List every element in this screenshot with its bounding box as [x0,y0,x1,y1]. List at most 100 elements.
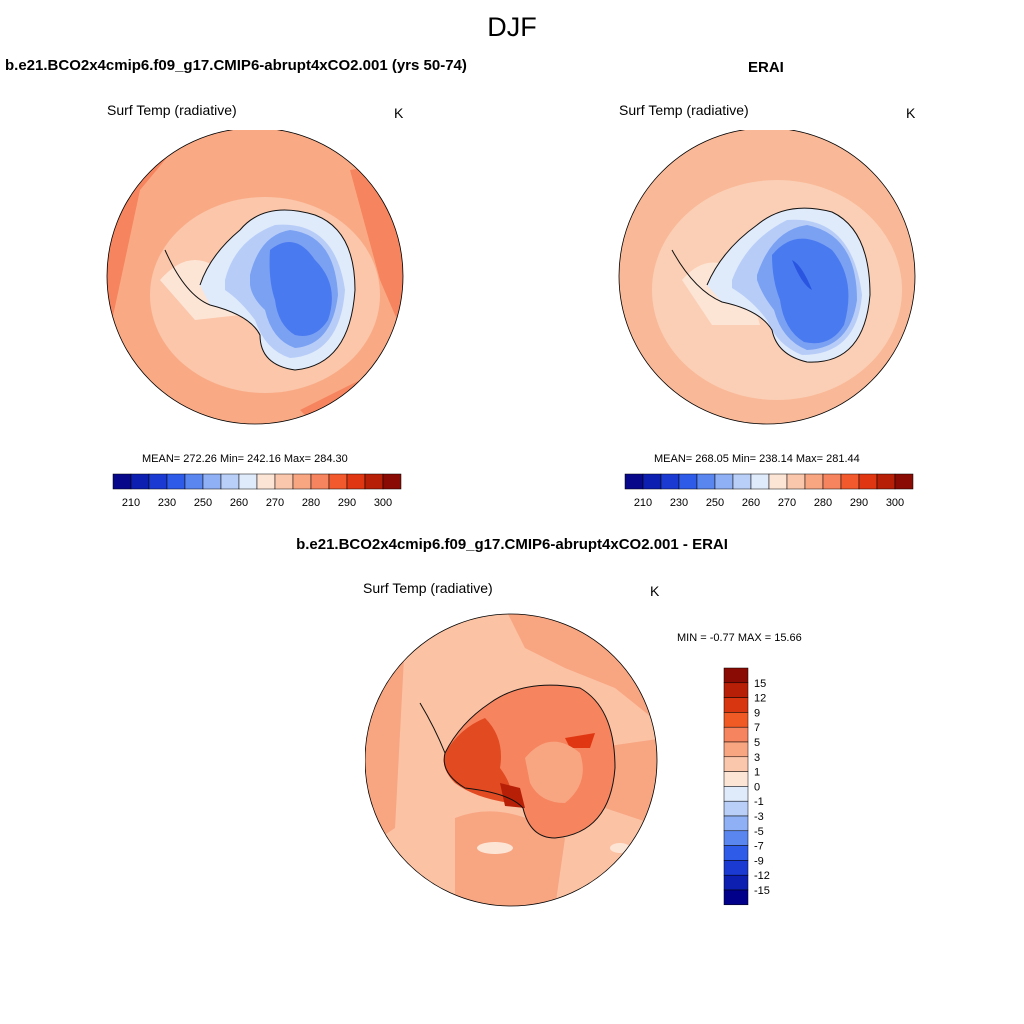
colorbar-tick-label: 12 [754,693,766,705]
panel-erai-title: ERAI [748,59,784,76]
colorbar-box [876,473,896,490]
colorbar-tick-label: 5 [754,737,760,749]
colorbar-tick-label: 300 [374,497,392,509]
colorbar-box [642,473,662,490]
colorbar-tick-label: 250 [194,497,212,509]
panel-model-units: K [394,105,404,121]
diff-cool-patch-1 [477,842,513,854]
colorbar-box [786,473,806,490]
colorbar-box [723,682,749,698]
colorbar-tick-label: 290 [850,497,868,509]
colorbar-box [238,473,258,490]
model-coastline [164,209,356,371]
erai-ice-coldest [792,260,812,290]
panel-erai-stats: MEAN= 268.05 Min= 238.14 Max= 281.44 [654,453,860,465]
colorbar-tick-label: 0 [754,781,760,793]
colorbar-box [660,473,680,490]
colorbar-box [292,473,312,490]
colorbar-tick-label: 9 [754,707,760,719]
panel-diff-colorbar: 15 12 9 7 5 3 1 0 -1 -3 -5 -7 -9 -12 -15 [723,667,770,906]
colorbar-box [723,756,749,772]
colorbar-tick-label: 250 [706,497,724,509]
colorbar-tick-label: 7 [754,722,760,734]
colorbar-box [723,697,749,713]
colorbar-tick-label: 260 [230,497,248,509]
colorbar-box [346,473,366,490]
erai-colorbar-boxes [624,473,914,490]
colorbar-box [696,473,716,490]
colorbar-tick-label: 1 [754,767,760,779]
colorbar-box [822,473,842,490]
panel-diff-variable: Surf Temp (radiative) [363,580,493,596]
colorbar-tick-label: 3 [754,752,760,764]
colorbar-box [310,473,330,490]
colorbar-box [184,473,204,490]
panel-model-map [106,130,404,425]
colorbar-tick-label: 270 [778,497,796,509]
colorbar-box [256,473,276,490]
colorbar-tick-label: -5 [754,826,764,838]
colorbar-box [723,741,749,758]
panel-model-title: b.e21.BCO2x4cmip6.f09_g17.CMIP6-abrupt4x… [5,57,467,74]
colorbar-tick-label: 210 [122,497,140,509]
colorbar-box [328,473,348,490]
diff-coastline [419,684,616,839]
colorbar-box [148,473,168,490]
colorbar-tick-label: -15 [754,885,770,897]
erai-ice-deep [772,238,849,344]
colorbar-box [768,473,788,490]
colorbar-box [804,473,824,490]
colorbar-tick-label: -9 [754,855,764,867]
erai-coastline [671,207,871,363]
colorbar-box [723,712,749,728]
colorbar-box [382,473,402,490]
panel-diff-title: b.e21.BCO2x4cmip6.f09_g17.CMIP6-abrupt4x… [296,536,728,553]
model-colorbar-boxes [112,473,402,490]
panel-model-stats: MEAN= 272.26 Min= 242.16 Max= 284.30 [142,453,348,465]
colorbar-tick-label: 230 [158,497,176,509]
colorbar-box [840,473,860,490]
colorbar-box [723,874,749,891]
colorbar-tick-label: 280 [302,497,320,509]
colorbar-tick-label: 260 [742,497,760,509]
colorbar-box [714,473,734,490]
panel-erai-units: K [906,105,916,121]
colorbar-box [723,726,749,743]
colorbar-box [723,889,749,906]
colorbar-tick-label: 290 [338,497,356,509]
panel-diff-map [365,613,658,907]
colorbar-tick-label: -7 [754,841,764,853]
diff-map-border [365,613,658,907]
colorbar-box [220,473,240,490]
colorbar-tick-label: 210 [634,497,652,509]
colorbar-box [274,473,294,490]
colorbar-box [858,473,878,490]
colorbar-box [202,473,222,490]
panel-diff-stats: MIN = -0.77 MAX = 15.66 [677,632,802,644]
colorbar-box [166,473,186,490]
colorbar-tick-label: -3 [754,811,764,823]
colorbar-tick-label: 230 [670,497,688,509]
colorbar-box [723,860,749,876]
colorbar-box [678,473,698,490]
colorbar-box [723,845,749,861]
colorbar-box [624,473,644,490]
colorbar-box [750,473,770,490]
colorbar-box [723,667,749,684]
panel-erai-map [618,130,916,425]
panel-erai-colorbar: 210 230 250 260 270 280 290 300 [624,473,914,509]
colorbar-tick-label: -1 [754,796,764,808]
colorbar-box [723,815,749,832]
colorbar-box [723,800,749,817]
colorbar-box [894,473,914,490]
colorbar-box [112,473,132,490]
diff-land-hotspot-west [443,718,512,803]
colorbar-tick-label: 270 [266,497,284,509]
colorbar-box [723,786,749,802]
colorbar-box [723,830,749,846]
panel-diff-units: K [650,583,660,599]
diff-land-hotspot-core [500,783,525,808]
panel-model-colorbar: 210 230 250 260 270 280 290 300 [112,473,402,509]
model-map-border [106,130,404,425]
colorbar-tick-label: 280 [814,497,832,509]
